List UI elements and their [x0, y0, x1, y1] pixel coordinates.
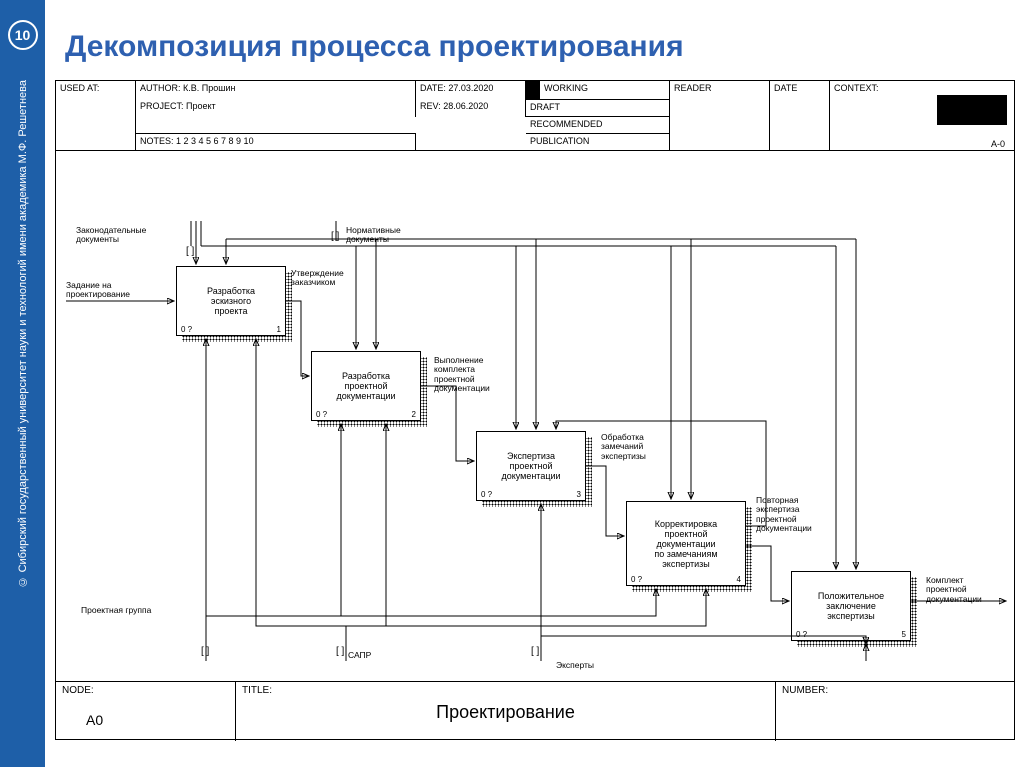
hdr-publication: PUBLICATION — [526, 133, 670, 151]
copyright-text: © Сибирский государственный университет … — [17, 80, 29, 587]
hdr-reader: READER — [670, 81, 770, 151]
arrows-layer — [56, 151, 1016, 681]
hdr-date2: DATE — [770, 81, 830, 151]
status-marker — [526, 81, 540, 99]
diagram-body: Разработка эскизного проекта 0 ? 1 Разра… — [56, 151, 1014, 681]
hdr-notes: NOTES: 1 2 3 4 5 6 7 8 9 10 — [136, 133, 416, 151]
hdr-recommended: RECOMMENDED — [526, 116, 670, 133]
page-title: Декомпозиция процесса проектирования — [65, 30, 684, 64]
hdr-context: CONTEXT: A-0 — [830, 81, 1015, 151]
idef0-diagram-frame: USED AT: AUTHOR: К.В. Прошин PROJECT: Пр… — [55, 80, 1015, 740]
ft-number: NUMBER: — [776, 682, 1015, 741]
ft-title: TITLE: Проектирование — [236, 682, 776, 741]
diagram-header: USED AT: AUTHOR: К.В. Прошин PROJECT: Пр… — [56, 81, 1014, 151]
slide-number-badge: 10 — [8, 20, 38, 50]
hdr-project: PROJECT: Проект — [136, 99, 416, 117]
sidebar: 10 © Сибирский государственный университ… — [0, 0, 45, 767]
hdr-date: DATE: 27.03.2020 — [416, 81, 526, 99]
hdr-author: AUTHOR: К.В. Прошин — [136, 81, 416, 99]
diagram-footer: NODE: A0 TITLE: Проектирование NUMBER: — [56, 681, 1014, 741]
ft-node: NODE: A0 — [56, 682, 236, 741]
hdr-rev: REV: 28.06.2020 — [416, 99, 526, 117]
hdr-draft: DRAFT — [526, 99, 670, 116]
hdr-used-at: USED AT: — [56, 81, 136, 151]
hdr-working: WORKING — [540, 81, 670, 99]
